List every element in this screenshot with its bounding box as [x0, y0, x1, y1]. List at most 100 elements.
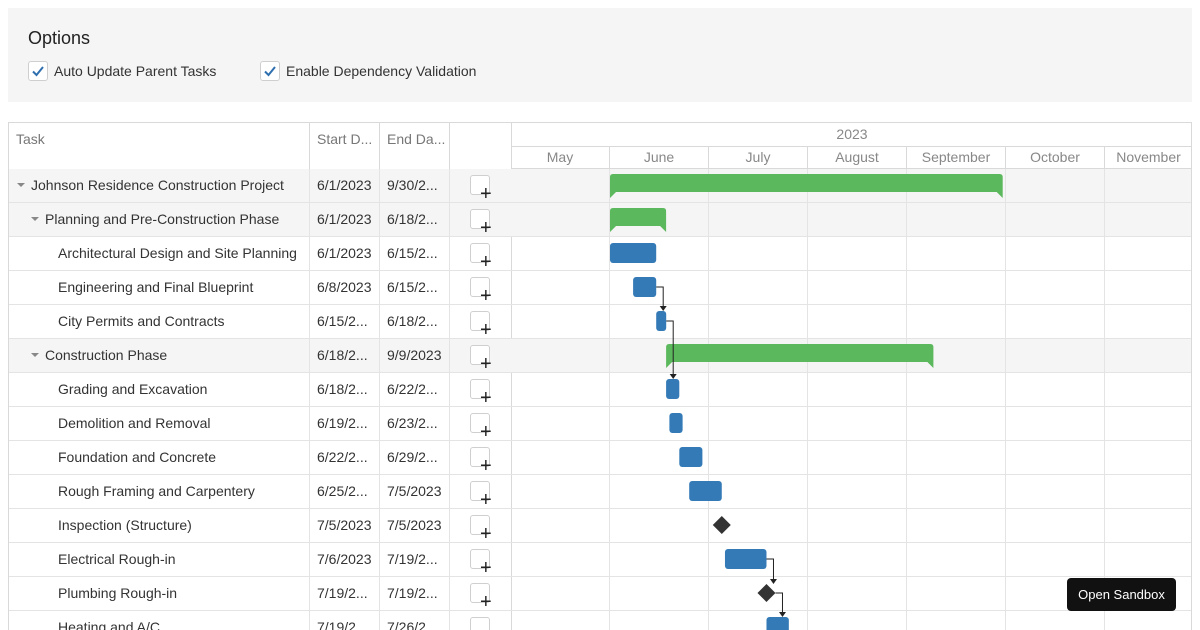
task-bar[interactable]: [669, 413, 683, 433]
task-name-cell[interactable]: Grading and Excavation: [9, 373, 310, 406]
start-date-cell[interactable]: 6/1/2023: [310, 237, 380, 270]
task-name-cell[interactable]: Planning and Pre-Construction Phase: [9, 203, 310, 236]
start-date-cell[interactable]: 7/19/2...: [310, 611, 380, 630]
task-name-cell[interactable]: Electrical Rough-in: [9, 543, 310, 576]
add-task-button[interactable]: +: [470, 175, 492, 202]
start-date-cell[interactable]: 6/1/2023: [310, 203, 380, 236]
add-task-button[interactable]: +: [470, 515, 492, 542]
timeline-year: 2023: [511, 123, 1191, 147]
add-task-button[interactable]: +: [470, 549, 492, 576]
end-date-cell[interactable]: 6/15/2...: [380, 237, 450, 270]
column-header-end[interactable]: End Da...: [380, 123, 450, 169]
table-row[interactable]: Heating and A/C 7/19/2...7/26/2... +: [9, 611, 511, 630]
table-row[interactable]: Planning and Pre-Construction Phase 6/1/2…: [9, 203, 511, 237]
end-date-cell[interactable]: 7/19/2...: [380, 543, 450, 576]
start-date-cell[interactable]: 6/18/2...: [310, 373, 380, 406]
end-date-cell[interactable]: 7/26/2...: [380, 611, 450, 630]
task-bar[interactable]: [633, 277, 657, 297]
summary-bar[interactable]: [666, 344, 934, 368]
task-name-cell[interactable]: Inspection (Structure): [9, 509, 310, 542]
milestone-marker[interactable]: [757, 584, 776, 602]
end-date-cell[interactable]: 7/5/2023: [380, 475, 450, 508]
add-task-button[interactable]: +: [470, 345, 492, 372]
summary-bar[interactable]: [610, 174, 1003, 198]
end-date-cell[interactable]: 9/9/2023: [380, 339, 450, 372]
start-date-cell[interactable]: 6/18/2...: [310, 339, 380, 372]
task-name-cell[interactable]: Rough Framing and Carpentery: [9, 475, 310, 508]
table-row[interactable]: Rough Framing and Carpentery 6/25/2... 7/5…: [9, 475, 511, 509]
enable-dependency-validation-checkbox[interactable]: Enable Dependency Validation: [260, 60, 476, 82]
table-row[interactable]: Grading and Excavation 6/18/2... 6/22/2...…: [9, 373, 511, 407]
task-name-cell[interactable]: Engineering and Final Blueprint: [9, 271, 310, 304]
start-date-cell[interactable]: 6/1/2023: [310, 169, 380, 202]
open-sandbox-button[interactable]: Open Sandbox: [1067, 578, 1176, 611]
task-bar[interactable]: [666, 379, 680, 399]
end-date-cell[interactable]: 9/30/2...: [380, 169, 450, 202]
add-task-button[interactable]: +: [470, 379, 492, 406]
task-name-cell[interactable]: Foundation and Concrete: [9, 441, 310, 474]
table-row[interactable]: Foundation and Concrete 6/22/2... 6/29/2..…: [9, 441, 511, 475]
end-date-cell[interactable]: 6/23/2...: [380, 407, 450, 440]
column-header-start[interactable]: Start D...: [310, 123, 380, 169]
task-bar[interactable]: [689, 481, 722, 501]
table-row[interactable]: Johnson Residence Construction Project 6/…: [9, 169, 511, 203]
collapse-caret-icon[interactable]: [31, 217, 39, 222]
task-bar[interactable]: [724, 549, 767, 569]
plus-icon: +: [480, 319, 492, 338]
start-date-cell[interactable]: 7/6/2023: [310, 543, 380, 576]
task-name-cell[interactable]: City Permits and Contracts: [9, 305, 310, 338]
add-cell: +: [450, 305, 511, 338]
add-task-button[interactable]: +: [470, 617, 492, 630]
add-task-button[interactable]: +: [470, 481, 492, 508]
start-date-cell[interactable]: 6/25/2...: [310, 475, 380, 508]
task-name-cell[interactable]: Plumbing Rough-in: [9, 577, 310, 610]
start-date-cell[interactable]: 7/19/2...: [310, 577, 380, 610]
add-task-button[interactable]: +: [470, 209, 492, 236]
end-date-cell[interactable]: 6/18/2...: [380, 203, 450, 236]
add-task-button[interactable]: +: [470, 583, 492, 610]
timeline-row: [511, 509, 1191, 543]
add-task-button[interactable]: +: [470, 277, 492, 304]
table-row[interactable]: Construction Phase 6/18/2... 9/9/2023 +: [9, 339, 511, 373]
summary-bar[interactable]: [610, 208, 667, 232]
start-date-cell[interactable]: 6/22/2...: [310, 441, 380, 474]
add-task-button[interactable]: +: [470, 447, 492, 474]
start-date-cell[interactable]: 6/15/2...: [310, 305, 380, 338]
task-bar[interactable]: [679, 447, 703, 467]
end-date-cell[interactable]: 7/19/2...: [380, 577, 450, 610]
table-row[interactable]: Plumbing Rough-in 7/19/2... 7/19/2... +: [9, 577, 511, 611]
table-row[interactable]: City Permits and Contracts 6/15/2... 6/18/…: [9, 305, 511, 339]
checkbox-box[interactable]: [260, 61, 280, 81]
table-row[interactable]: Engineering and Final Blueprint 6/8/2023 6…: [9, 271, 511, 305]
auto-update-parent-tasks-checkbox[interactable]: Auto Update Parent Tasks: [28, 60, 216, 82]
end-date-cell[interactable]: 6/22/2...: [380, 373, 450, 406]
collapse-caret-icon[interactable]: [17, 183, 25, 188]
table-row[interactable]: Inspection (Structure) 7/5/2023 7/5/2023 +: [9, 509, 511, 543]
collapse-caret-icon[interactable]: [31, 353, 39, 358]
end-date-cell[interactable]: 7/5/2023: [380, 509, 450, 542]
task-bar[interactable]: [656, 311, 667, 331]
end-date-cell[interactable]: 6/18/2...: [380, 305, 450, 338]
start-date-cell[interactable]: 7/5/2023: [310, 509, 380, 542]
column-header-task[interactable]: Task: [9, 123, 310, 169]
start-date-cell[interactable]: 6/8/2023: [310, 271, 380, 304]
task-bar[interactable]: [610, 243, 657, 263]
add-task-button[interactable]: +: [470, 311, 492, 338]
add-task-button[interactable]: +: [470, 243, 492, 270]
task-name-cell[interactable]: Heating and A/C: [9, 611, 310, 630]
add-task-button[interactable]: +: [470, 413, 492, 440]
start-date-cell[interactable]: 6/19/2...: [310, 407, 380, 440]
dependency-validation-label: Enable Dependency Validation: [286, 63, 477, 79]
end-date-cell[interactable]: 6/29/2...: [380, 441, 450, 474]
checkbox-box[interactable]: [28, 61, 48, 81]
task-name-cell[interactable]: Architectural Design and Site Planning: [9, 237, 310, 270]
task-name-cell[interactable]: Demolition and Removal: [9, 407, 310, 440]
task-name-cell[interactable]: Construction Phase: [9, 339, 310, 372]
task-name-cell[interactable]: Johnson Residence Construction Project: [9, 169, 310, 202]
table-row[interactable]: Architectural Design and Site Planning 6/…: [9, 237, 511, 271]
table-row[interactable]: Electrical Rough-in 7/6/2023 7/19/2... +: [9, 543, 511, 577]
end-date-cell[interactable]: 6/15/2...: [380, 271, 450, 304]
milestone-marker[interactable]: [712, 516, 731, 534]
table-row[interactable]: Demolition and Removal 6/19/2... 6/23/2...…: [9, 407, 511, 441]
task-bar[interactable]: [766, 617, 789, 630]
